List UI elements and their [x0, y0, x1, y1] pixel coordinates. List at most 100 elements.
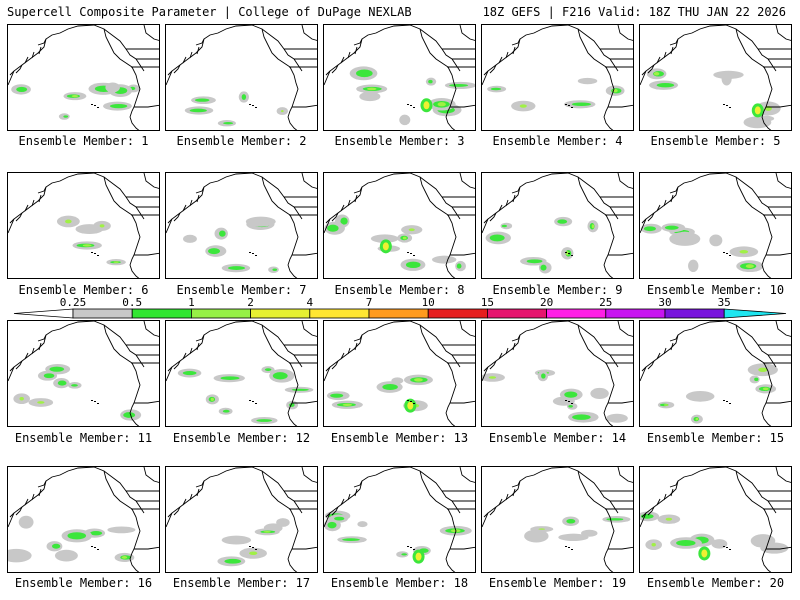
hawaii-island [407, 546, 409, 547]
coastline [483, 360, 497, 372]
coastline [656, 488, 674, 506]
scp-contour [405, 261, 421, 269]
scp-contour [113, 261, 119, 263]
coastline [8, 173, 95, 234]
coastline [656, 342, 674, 360]
legend-swatch [427, 308, 488, 319]
scp-contour [591, 224, 595, 229]
panel-map [166, 467, 317, 572]
coastline [166, 173, 253, 234]
hawaii-island [255, 255, 257, 256]
coastline [445, 558, 456, 572]
coastline [409, 173, 461, 220]
hawaii-island [723, 546, 725, 547]
scp-contour [762, 387, 769, 391]
scp-contour [408, 228, 415, 232]
coastline [103, 470, 133, 510]
scp-contour [19, 397, 24, 401]
coastline [251, 467, 303, 514]
panel-map [324, 467, 475, 572]
hawaii-island [413, 107, 415, 108]
coastline [761, 264, 772, 278]
member-label: Ensemble Member: 11 [14, 431, 153, 445]
member-label: Ensemble Member: 16 [14, 576, 153, 590]
member-label: Ensemble Member: 7 [176, 283, 307, 297]
scp-contour [8, 548, 32, 563]
scp-contour [382, 384, 398, 391]
panel-map [166, 25, 317, 130]
hawaii-island [729, 255, 731, 256]
coastline [445, 264, 456, 278]
coastline [567, 25, 619, 72]
coastline [603, 508, 615, 560]
legend-tick-label: 0.5 [122, 296, 142, 309]
scp-contour [249, 551, 258, 556]
scp-contour [71, 384, 78, 387]
scp-contour [18, 515, 34, 529]
coastline [450, 252, 475, 256]
scp-contour [581, 529, 598, 537]
scp-contour [685, 391, 715, 402]
scp-contour [519, 104, 527, 108]
hawaii-island [571, 255, 573, 256]
ensemble-panel [323, 466, 476, 573]
coastline [287, 66, 299, 118]
coastline [608, 104, 633, 108]
hawaii-island [94, 401, 96, 402]
coastline [577, 176, 607, 216]
scp-contour [541, 373, 546, 379]
coastline [640, 467, 727, 528]
hawaii-island [568, 253, 570, 254]
scp-contour [709, 234, 723, 247]
valid-time: 18Z GEFS | F216 Valid: 18Z THU JAN 22 20… [482, 5, 786, 19]
scp-contour [688, 259, 699, 273]
hawaii-island [723, 252, 725, 253]
scp-contour [432, 255, 457, 264]
scp-contour [489, 234, 505, 242]
scp-contour [109, 104, 128, 109]
ensemble-panel [7, 320, 160, 427]
coastline [325, 64, 339, 76]
hawaii-island [413, 403, 415, 404]
coastline [129, 264, 140, 278]
scp-contour [490, 87, 502, 91]
coastline [8, 467, 95, 528]
legend-swatch [131, 308, 192, 319]
ensemble-panel [639, 466, 792, 573]
coastline [445, 116, 456, 130]
coastline [498, 342, 516, 360]
hawaii-island [94, 547, 96, 548]
ensemble-panel [481, 172, 634, 279]
ensemble-panel [165, 24, 318, 131]
hawaii-island [565, 400, 567, 401]
coastline [640, 25, 727, 86]
coastline [419, 176, 449, 216]
coastline [617, 467, 633, 483]
scp-contour [745, 264, 754, 269]
scp-contour [677, 231, 693, 240]
coastline [287, 116, 298, 130]
coastline [603, 362, 615, 414]
panel-map [8, 321, 159, 426]
coastline [603, 116, 614, 130]
member-label: Ensemble Member: 1 [18, 134, 149, 148]
scp-contour [676, 540, 696, 546]
coastline [656, 194, 674, 212]
coastline [735, 324, 765, 364]
coastline [641, 64, 655, 76]
scp-contour [577, 77, 598, 85]
hawaii-island [410, 401, 412, 402]
coastline [251, 25, 303, 72]
scp-contour [590, 387, 609, 400]
hawaii-island [249, 252, 251, 253]
ensemble-panel [7, 172, 160, 279]
coastline [511, 480, 521, 488]
coastline [735, 176, 765, 216]
panel-map [640, 25, 791, 130]
scp-contour [739, 250, 749, 254]
coastline [167, 64, 181, 76]
hawaii-island [413, 549, 415, 550]
scp-contour [194, 98, 210, 102]
scp-contour [327, 224, 339, 232]
hawaii-island [565, 546, 567, 547]
